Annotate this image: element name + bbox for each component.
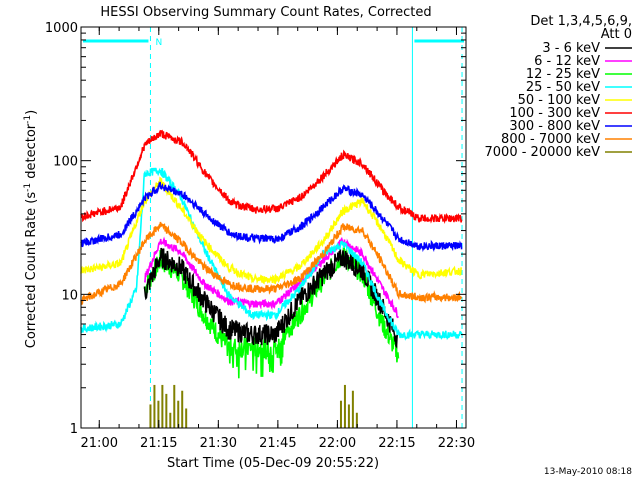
series-6-line [80,181,463,253]
series-5-line [80,129,463,224]
legend-label-8: 7000 - 20000 keV [485,145,601,160]
chart-title: HESSI Observing Summary Count Rates, Cor… [100,5,431,20]
x-tick-label-2: 21:30 [200,436,237,451]
y-tick-label-0: 1 [70,422,78,437]
legend-label-7: 800 - 7000 keV [501,132,600,147]
legend-label-4: 50 - 100 keV [518,93,601,108]
y-axis-label-mid: detector [24,123,39,183]
y-tick-label-2: 100 [53,155,78,170]
legend-label-3: 25 - 50 keV [526,80,600,95]
series-3-line [80,167,463,341]
x-tick-label-6: 22:30 [438,436,475,451]
y-axis-label-sup1: -1 [23,183,33,192]
legend-title-line-1: Det 1,3,4,5,6,9, [530,14,632,29]
y-tick-label-1: 10 [61,288,78,303]
series-layer [80,129,463,428]
x-tick-label-5: 22:15 [378,436,415,451]
series-3 [80,167,463,341]
y-axis-label-main: Corrected Count Rate (s [24,192,39,349]
series-8 [149,384,358,428]
y-tick-label-3: 1000 [45,21,78,36]
x-axis-label: Start Time (05-Dec-09 20:55:22) [167,456,379,471]
axes: 1 10 100 1000 21:00 21:15 21:30 21:45 22:00 22:15… [45,21,475,451]
x-tick-label-0: 21:00 [81,436,118,451]
y-axis-label-sup2: -1 [23,115,33,124]
legend-label-2: 12 - 25 keV [526,67,600,82]
x-tick-label-1: 21:15 [140,436,177,451]
series-7-line [80,221,463,306]
x-tick-label-4: 22:00 [319,436,356,451]
x-tick-label-3: 21:45 [259,436,296,451]
legend-label-0: 3 - 6 keV [542,41,600,56]
night-overlay: N [83,27,464,428]
legend-label-1: 6 - 12 keV [534,54,600,69]
series-1-line [143,236,400,319]
legend-label-6: 300 - 800 keV [509,119,600,134]
legend-label-5: 100 - 300 keV [509,106,600,121]
series-7 [80,221,463,306]
footer-date: 13-May-2010 08:18 [544,467,632,477]
series-6 [80,181,463,253]
series-5 [80,129,463,224]
legend-title-line-2: Att 0 [601,27,632,42]
plot-frame [80,26,467,429]
y-axis-label-end: ) [24,110,39,115]
night-marker-label: N [155,38,162,48]
y-axis-label: Corrected Count Rate (s-1 detector-1) [23,110,39,348]
series-1 [143,236,400,319]
